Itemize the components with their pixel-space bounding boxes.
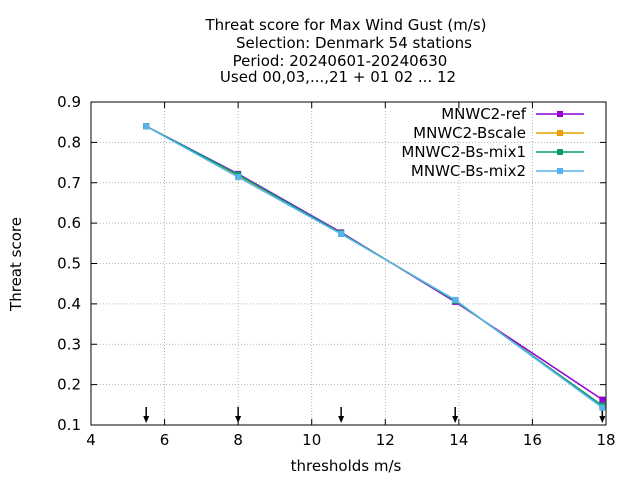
data-point — [452, 296, 459, 303]
legend-marker — [557, 111, 563, 117]
series-MNWC2-ref — [143, 123, 606, 403]
x-tick-label: 6 — [160, 431, 170, 449]
series-MNWC2-Bs-mix1 — [143, 123, 606, 409]
legend-label: MNWC2-Bscale — [413, 124, 526, 142]
threshold-arrow — [235, 407, 242, 423]
series-line — [145, 125, 603, 407]
x-tick-label: 4 — [86, 431, 96, 449]
y-tick-label: 0.6 — [57, 214, 81, 232]
y-tick-label: 0.3 — [57, 335, 81, 353]
series-MNWC2-Bscale — [143, 123, 606, 409]
legend-item: MNWC-Bs-mix2 — [411, 162, 584, 180]
y-tick-label: 0.5 — [57, 255, 81, 273]
legend-marker — [557, 130, 563, 136]
y-tick-label: 0.8 — [57, 133, 81, 151]
x-tick-label: 16 — [523, 431, 542, 449]
legend-marker — [557, 168, 563, 174]
data-point — [143, 123, 150, 130]
plot-frame — [90, 101, 607, 426]
legend-item: MNWC2-Bs-mix1 — [401, 143, 584, 161]
x-tick-label: 12 — [376, 431, 395, 449]
threshold-arrow — [452, 407, 459, 423]
y-axis-label: Threat score — [7, 217, 25, 312]
legend: MNWC2-refMNWC2-BscaleMNWC2-Bs-mix1MNWC-B… — [401, 105, 584, 180]
series-line — [145, 125, 603, 401]
threshold-arrows — [143, 407, 606, 423]
y-tick-label: 0.9 — [57, 93, 81, 111]
y-tick-label: 0.2 — [57, 376, 81, 394]
series-line — [145, 125, 603, 409]
data-point — [599, 396, 606, 403]
series-line — [145, 125, 603, 407]
y-tick-label: 0.1 — [57, 416, 81, 434]
legend-item: MNWC2-ref — [441, 105, 584, 123]
legend-marker — [557, 149, 563, 155]
legend-label: MNWC2-ref — [441, 105, 526, 123]
title-line-2: Selection: Denmark 54 stations — [236, 34, 472, 52]
legend-label: MNWC2-Bs-mix1 — [401, 143, 526, 161]
title-line-4: Used 00,03,...,21 + 01 02 ... 12 — [220, 68, 456, 86]
legend-item: MNWC2-Bscale — [413, 124, 584, 142]
threshold-arrow — [338, 407, 345, 423]
axis-ticks: 4 6 8 10 12 14 16 18 0.1 0.2 0.3 0.4 0.5 0.6 0.7 0.8 0.9 — [57, 93, 615, 449]
legend-label: MNWC-Bs-mix2 — [411, 162, 526, 180]
y-tick-label: 0.4 — [57, 295, 81, 313]
threshold-arrow — [143, 407, 150, 423]
y-tick-label: 0.7 — [57, 174, 81, 192]
data-point — [599, 404, 606, 411]
title-line-3: Period: 20240601-20240630 — [233, 52, 448, 70]
x-axis-label: thresholds m/s — [291, 457, 402, 475]
series-MNWC-Bs-mix2 — [143, 123, 606, 411]
x-tick-label: 8 — [233, 431, 243, 449]
chart-title: Threat score for Max Wind Gust (m/s) Sel… — [204, 16, 486, 86]
title-line-1: Threat score for Max Wind Gust (m/s) — [204, 16, 486, 34]
series-lines — [143, 123, 606, 411]
grid — [91, 102, 606, 425]
data-point — [338, 231, 345, 238]
x-tick-label: 14 — [449, 431, 468, 449]
x-tick-label: 18 — [596, 431, 615, 449]
x-tick-label: 10 — [302, 431, 321, 449]
data-point — [235, 174, 242, 181]
